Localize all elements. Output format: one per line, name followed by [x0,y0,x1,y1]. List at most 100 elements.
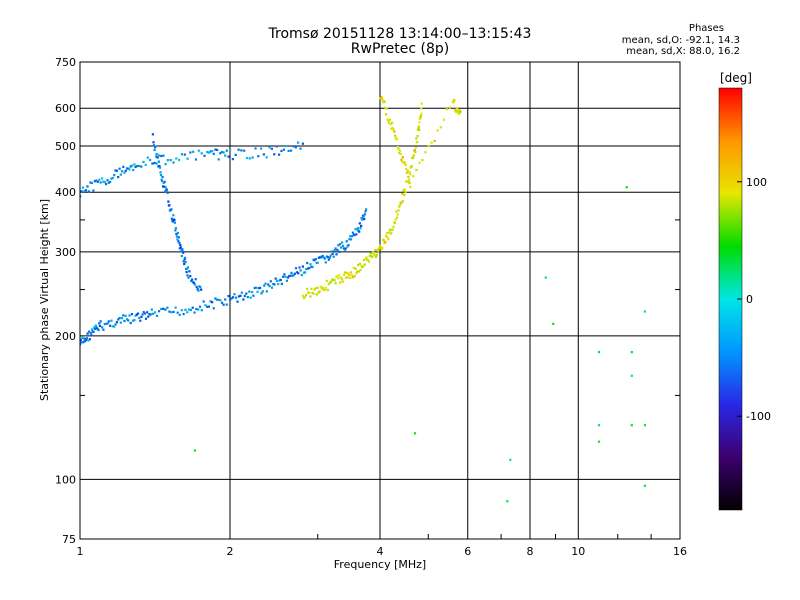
echo-point [269,280,272,283]
echo-point [506,500,509,503]
echo-point [270,286,274,289]
echo-point [265,156,268,159]
echo-point [284,275,287,278]
echo-point [394,218,397,221]
echo-point [333,279,336,282]
echo-point [128,314,131,317]
echo-point [190,279,193,283]
echo-point [129,321,132,325]
echo-point [93,326,96,329]
x-axis-ticks: 1 2 4 6 8 10 16 [77,534,687,558]
echo-point [406,169,409,172]
echo-point [207,151,210,154]
echo-point [105,183,108,186]
y-axis-label: Stationary phase Virtual Height [km] [38,199,51,401]
echo-point [365,256,368,259]
echo-point [155,162,158,165]
echo-point [194,158,198,161]
echo-point [294,267,298,270]
echo-point [272,283,275,286]
echo-point [369,252,372,255]
echo-point [385,234,388,238]
echo-point [234,153,237,156]
echo-point [83,340,86,343]
echo-point [278,279,281,282]
echo-point [117,176,120,179]
echo-point [118,167,121,170]
echo-point [349,276,352,279]
echo-point [414,150,417,154]
echo-point [275,279,279,282]
echo-point [340,276,343,279]
echo-point [114,323,117,326]
echo-point [183,153,186,156]
echo-point [164,308,167,311]
echo-point [359,227,362,230]
echo-point [273,283,276,286]
echo-point [318,290,321,293]
phase-stats-x: mean, sd,X: 88.0, 16.2 [626,46,740,57]
echo-point [552,322,555,325]
echo-point [399,152,402,156]
echo-point [158,165,161,168]
echo-point [113,174,116,177]
echo-point [109,324,112,327]
echo-point [198,305,202,308]
echo-point [282,148,285,151]
echo-point [182,313,185,316]
echo-point [325,279,328,282]
echo-point [392,128,395,131]
echo-point [257,287,260,290]
echo-point [222,303,225,306]
echo-point [358,230,361,233]
echo-point [597,440,601,443]
echo-point [111,325,114,328]
echo-point [122,314,125,317]
echo-point [309,295,312,298]
echo-point [371,255,374,258]
echo-point [171,220,174,223]
echo-point [330,250,333,253]
echo-point [406,180,409,183]
echo-point [157,160,160,163]
echo-point [393,221,397,225]
echo-point [134,314,137,317]
echo-point [362,258,366,262]
echo-point [103,323,106,326]
echo-point [360,224,363,228]
echo-point [170,208,173,211]
echo-point [270,147,273,150]
echo-point [216,298,219,301]
echo-point [348,238,351,241]
echo-point [382,239,385,242]
echo-point [176,311,179,314]
echo-point [251,156,254,159]
echo-point [347,244,350,247]
echo-trace [80,141,304,198]
echo-point [99,320,102,323]
echo-point [420,107,423,110]
echo-point [391,228,394,231]
echo-point [192,281,195,284]
echo-point [219,299,222,302]
echo-point [177,236,180,239]
echo-point [96,180,99,183]
echo-point [182,260,185,263]
echo-point [396,146,399,149]
echo-point [128,168,131,171]
echo-point [220,301,224,304]
echo-point [120,170,124,173]
echo-point [164,186,167,189]
echo-point [393,130,396,133]
echo-point [156,156,159,159]
echo-point [350,238,353,241]
echo-point [251,291,254,294]
echo-point [341,278,344,281]
echo-point [222,151,225,154]
echo-point [164,190,167,193]
echo-point [165,188,168,191]
echo-point [219,152,222,155]
echo-point [358,222,361,225]
y-tick-label: 75 [62,533,76,546]
echo-point [292,145,295,148]
